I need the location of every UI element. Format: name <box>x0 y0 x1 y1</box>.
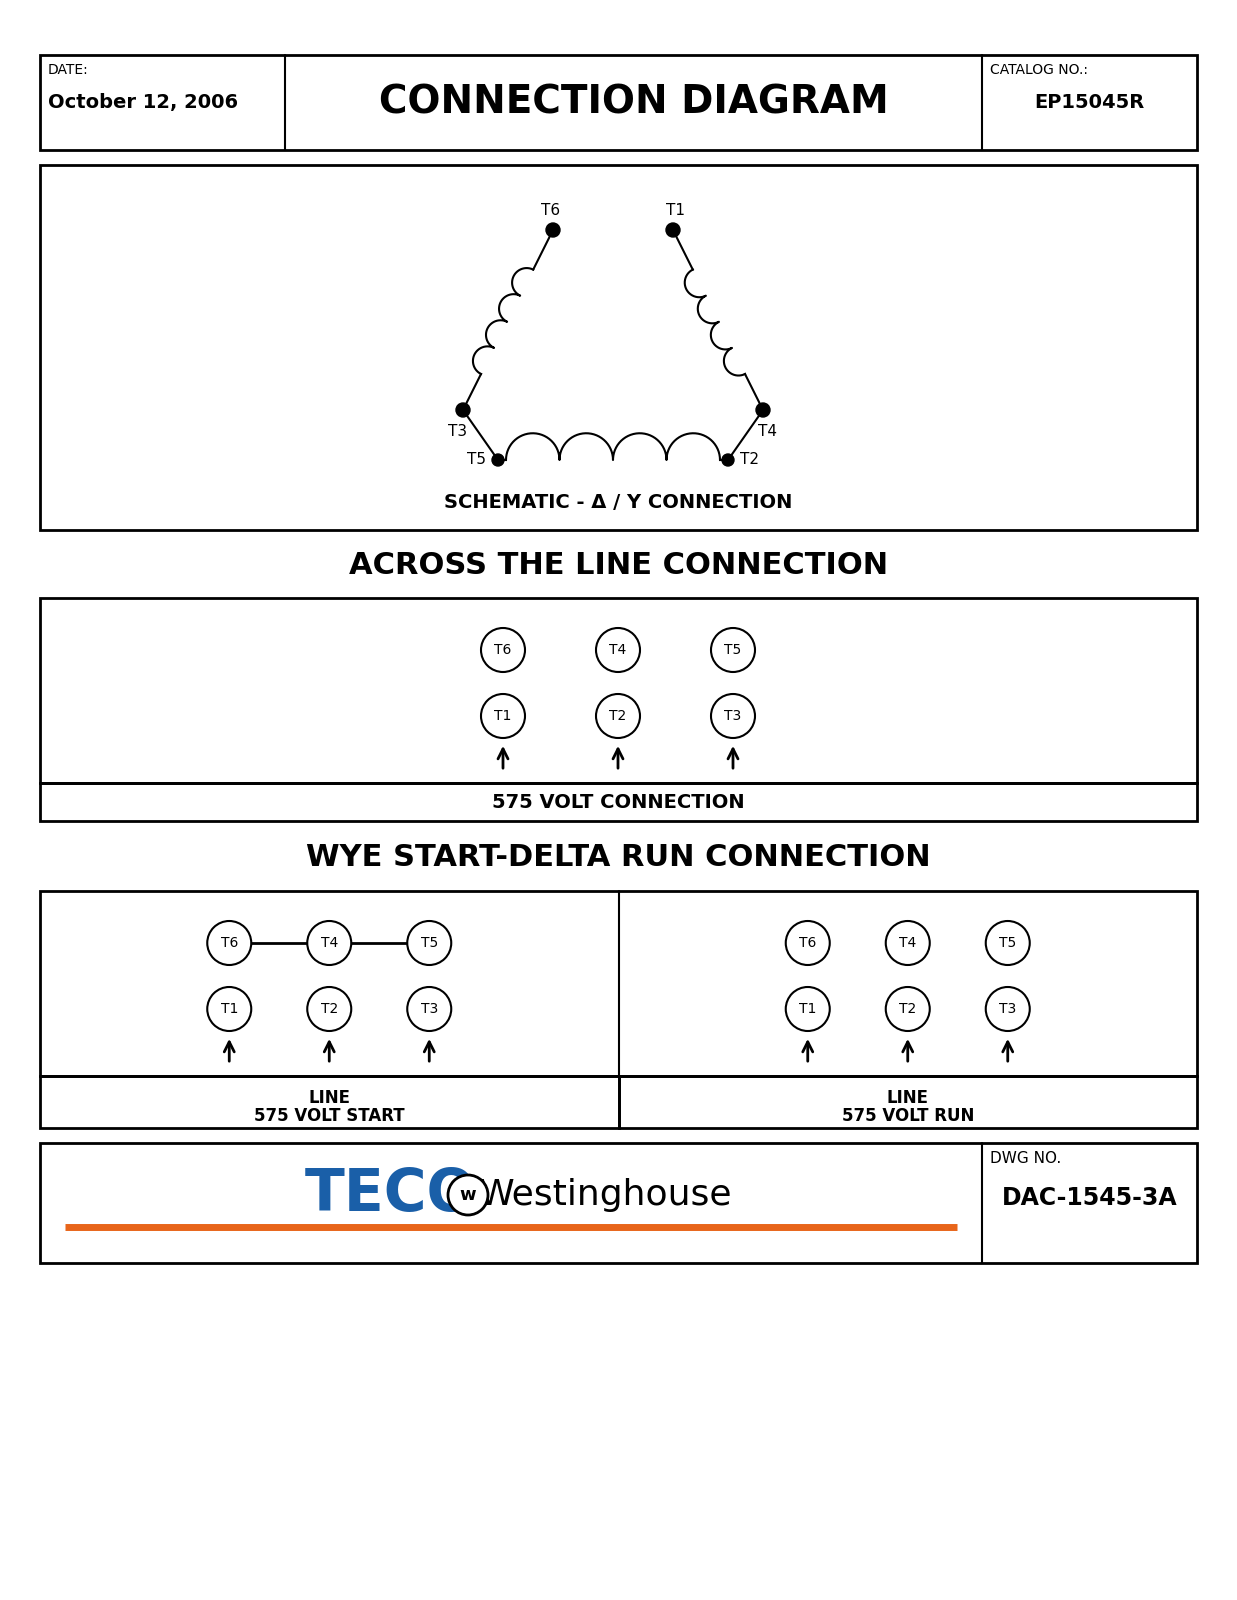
Text: 575 VOLT RUN: 575 VOLT RUN <box>841 1107 974 1125</box>
Circle shape <box>986 922 1029 965</box>
Circle shape <box>208 922 251 965</box>
Text: T1: T1 <box>220 1002 238 1016</box>
Circle shape <box>448 1174 489 1214</box>
Text: T1: T1 <box>495 709 512 723</box>
Text: T1: T1 <box>666 203 684 218</box>
Text: SCHEMATIC - Δ / Y CONNECTION: SCHEMATIC - Δ / Y CONNECTION <box>444 493 792 512</box>
Circle shape <box>886 922 930 965</box>
Text: T6: T6 <box>220 936 238 950</box>
Text: T4: T4 <box>899 936 917 950</box>
Circle shape <box>986 987 1029 1030</box>
Circle shape <box>756 403 769 418</box>
Text: T4: T4 <box>758 424 778 438</box>
Text: T6: T6 <box>495 643 512 658</box>
Text: T3: T3 <box>449 424 468 438</box>
Circle shape <box>407 987 452 1030</box>
Bar <box>40 165 1197 530</box>
Circle shape <box>492 454 503 466</box>
Circle shape <box>711 694 755 738</box>
Circle shape <box>481 694 524 738</box>
Text: T3: T3 <box>421 1002 438 1016</box>
Text: October 12, 2006: October 12, 2006 <box>48 93 239 112</box>
Text: DATE:: DATE: <box>48 62 89 77</box>
Text: DWG NO.: DWG NO. <box>990 1150 1061 1166</box>
Text: T3: T3 <box>725 709 742 723</box>
Circle shape <box>307 922 351 965</box>
Bar <box>40 782 1197 821</box>
Bar <box>40 598 1197 782</box>
Text: LINE: LINE <box>887 1090 929 1107</box>
Text: w: w <box>460 1186 476 1203</box>
Circle shape <box>666 222 680 237</box>
Circle shape <box>407 922 452 965</box>
Text: ACROSS THE LINE CONNECTION: ACROSS THE LINE CONNECTION <box>349 552 888 581</box>
Text: T2: T2 <box>899 1002 917 1016</box>
Text: T4: T4 <box>610 643 627 658</box>
Text: EP15045R: EP15045R <box>1034 93 1144 112</box>
Bar <box>40 1075 618 1128</box>
Text: LINE: LINE <box>308 1090 350 1107</box>
Circle shape <box>596 694 640 738</box>
Text: CONNECTION DIAGRAM: CONNECTION DIAGRAM <box>379 83 888 122</box>
Text: Westinghouse: Westinghouse <box>479 1178 732 1213</box>
Text: TECO: TECO <box>306 1166 477 1224</box>
Text: T5: T5 <box>421 936 438 950</box>
Text: WYE START-DELTA RUN CONNECTION: WYE START-DELTA RUN CONNECTION <box>307 843 930 872</box>
Text: T4: T4 <box>320 936 338 950</box>
Bar <box>40 891 1197 1075</box>
Text: 575 VOLT START: 575 VOLT START <box>254 1107 404 1125</box>
Text: T3: T3 <box>999 1002 1017 1016</box>
Circle shape <box>546 222 560 237</box>
Circle shape <box>208 987 251 1030</box>
Circle shape <box>481 627 524 672</box>
Circle shape <box>886 987 930 1030</box>
Circle shape <box>596 627 640 672</box>
Text: T5: T5 <box>468 453 486 467</box>
Text: T2: T2 <box>320 1002 338 1016</box>
Text: T6: T6 <box>542 203 560 218</box>
Text: T5: T5 <box>999 936 1017 950</box>
Text: T6: T6 <box>799 936 816 950</box>
Circle shape <box>307 987 351 1030</box>
Circle shape <box>785 922 830 965</box>
Text: DAC-1545-3A: DAC-1545-3A <box>1002 1186 1178 1210</box>
Text: 575 VOLT CONNECTION: 575 VOLT CONNECTION <box>492 792 745 811</box>
Circle shape <box>785 987 830 1030</box>
Circle shape <box>711 627 755 672</box>
Bar <box>40 1142 1197 1262</box>
Text: T1: T1 <box>799 1002 816 1016</box>
Circle shape <box>456 403 470 418</box>
Text: T2: T2 <box>610 709 627 723</box>
Text: T5: T5 <box>725 643 742 658</box>
Bar <box>40 54 1197 150</box>
Circle shape <box>722 454 734 466</box>
Text: T2: T2 <box>740 453 760 467</box>
Text: CATALOG NO.:: CATALOG NO.: <box>990 62 1089 77</box>
Bar <box>618 1075 1197 1128</box>
